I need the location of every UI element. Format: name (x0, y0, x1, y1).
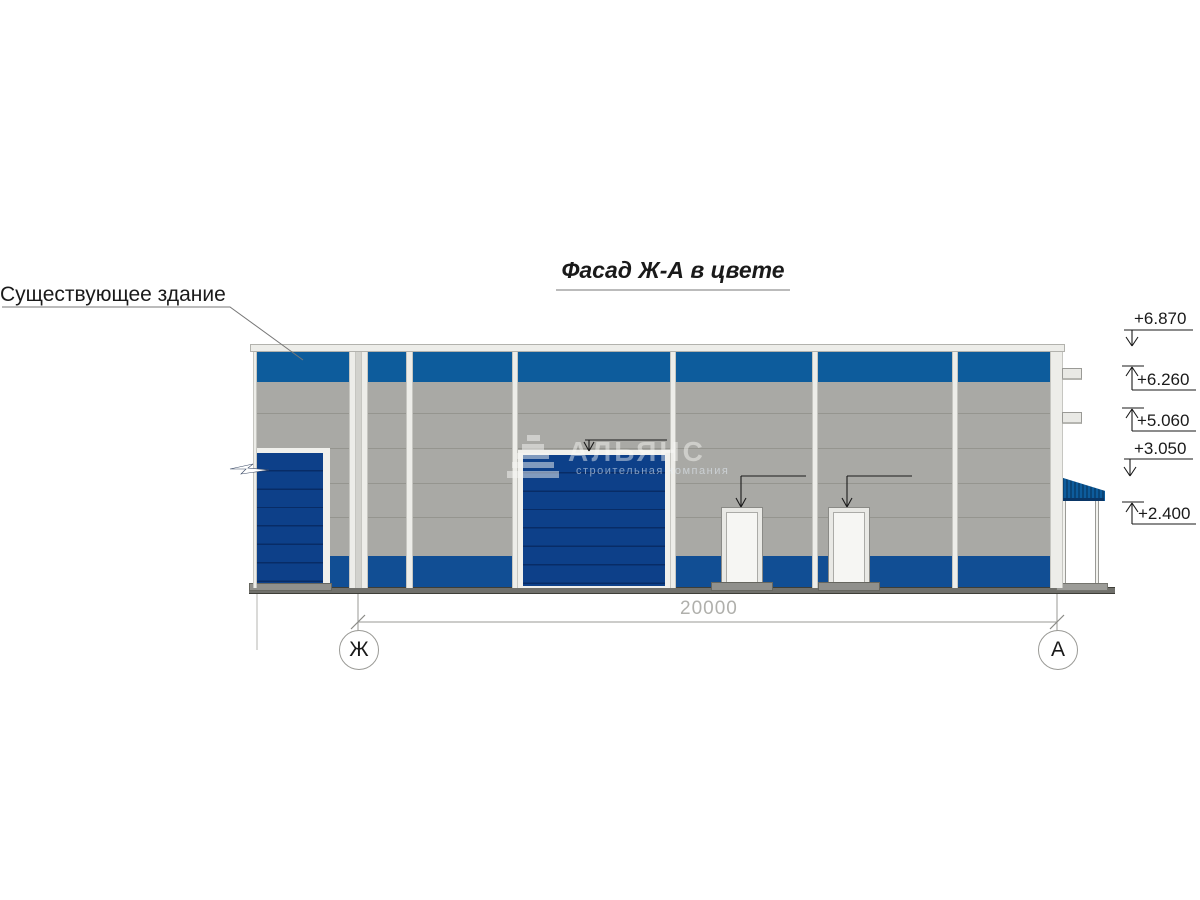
elevation-mark-3050 (1123, 458, 1193, 477)
dimension-value: 20000 (680, 598, 738, 619)
pilaster (670, 352, 676, 588)
pilaster (812, 352, 818, 588)
parapet-coping (250, 344, 1065, 352)
watermark: АЛЬЯНС строительная компания (505, 434, 745, 482)
corner-pilaster-left (253, 352, 257, 588)
alliance-pyramid-logo-icon (507, 435, 559, 478)
wall-beam (1062, 368, 1082, 380)
corner-pilaster-right (1050, 352, 1063, 588)
elevation-label-5060: +5.060 (1137, 411, 1190, 430)
watermark-tagline: строительная компания (576, 465, 730, 477)
axis-circle-a: А (1038, 630, 1078, 670)
wall-beam (1062, 412, 1082, 424)
elevation-label-3050: +3.050 (1134, 439, 1187, 458)
entry-door-2 (833, 512, 865, 585)
top-blue-band (253, 352, 1063, 382)
elevation-label-6870: +6.870 (1134, 309, 1187, 328)
canopy-platform (1056, 583, 1108, 591)
canopy-post (1095, 501, 1099, 584)
pilaster-gap (356, 352, 361, 588)
sectional-door-left (257, 453, 323, 586)
callout-existing-building: Существующее здание (0, 283, 226, 306)
elevation-mark-6870 (1124, 329, 1193, 347)
pilaster (952, 352, 958, 588)
door-threshold (711, 582, 773, 591)
panel-joint (253, 413, 1063, 414)
panel-joint (253, 448, 1063, 449)
door-threshold (818, 582, 880, 591)
door-threshold (249, 583, 332, 591)
pilaster (361, 352, 368, 588)
pilaster (349, 352, 356, 588)
entry-door-1 (726, 512, 758, 585)
pilaster (512, 352, 518, 588)
ground-strip (249, 587, 1115, 594)
axis-circle-zh: Ж (339, 630, 379, 670)
page-title: Фасад Ж-А в цвете (561, 257, 785, 283)
elevation-label-2400: +2.400 (1138, 504, 1191, 523)
watermark-name: АЛЬЯНС (568, 436, 706, 467)
canopy-fascia-edge (1060, 498, 1104, 501)
pilaster (406, 352, 413, 588)
elevation-label-6260: +6.260 (1137, 370, 1190, 389)
